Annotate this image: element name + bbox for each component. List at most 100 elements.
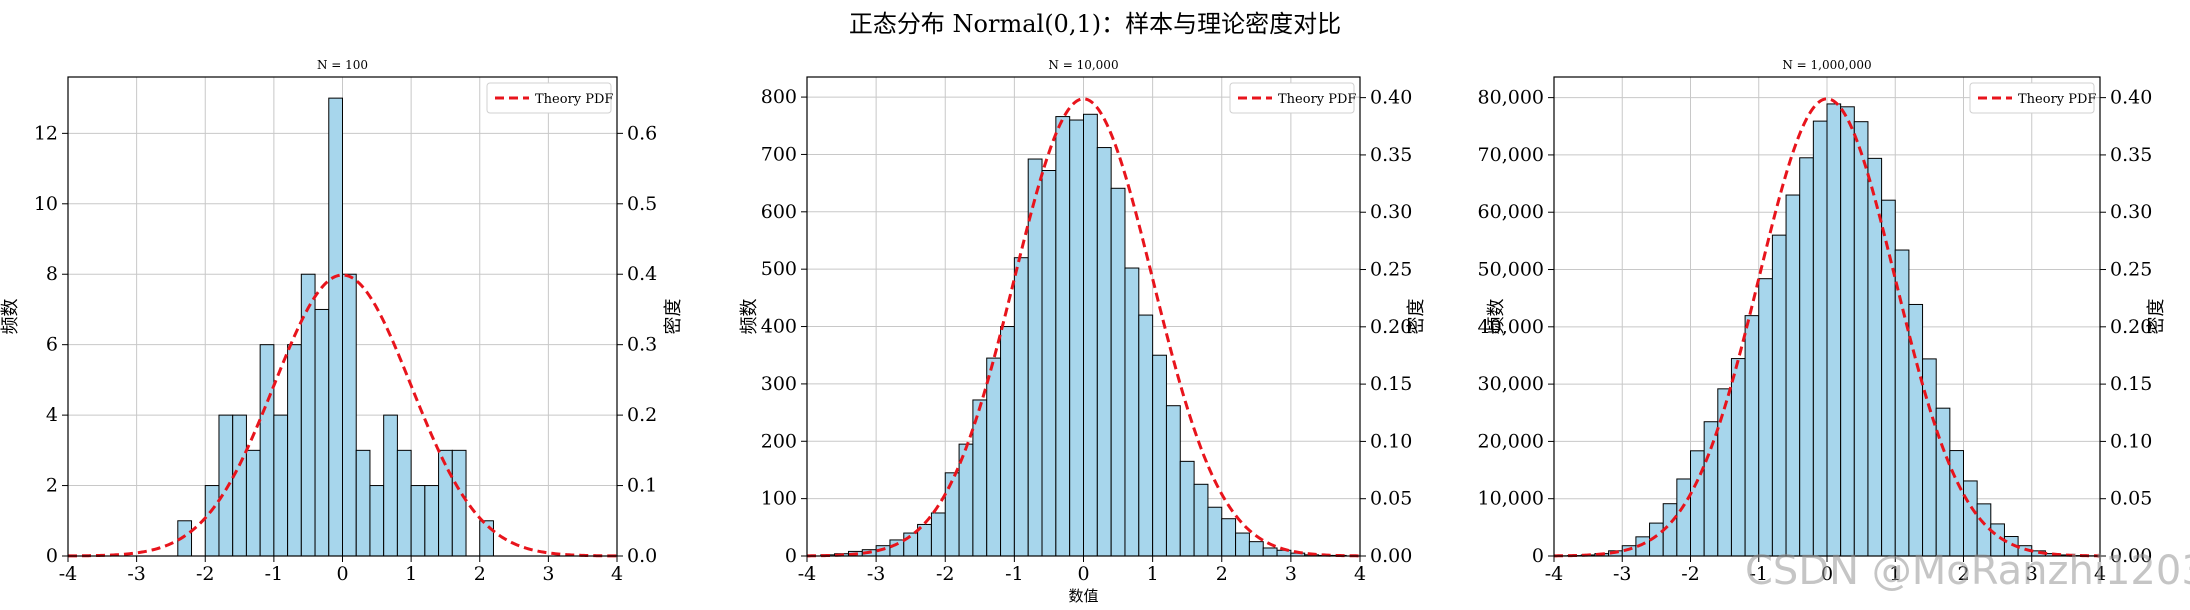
histogram-bar [314,308,330,557]
histogram-bar [1221,518,1237,557]
histogram-bar [1963,480,1978,557]
x-tick-label: 0 [336,563,348,585]
subplot-title: N = 10,000 [1048,58,1118,72]
x-tick-label: -2 [1681,563,1700,585]
histogram-bar [1248,541,1264,557]
x-tick-label: 1 [1147,563,1159,585]
legend-label: Theory PDF [2018,92,2096,107]
histogram-bar [1124,267,1140,557]
chart-panel-1: -4 -3 -2 -1 0 1 2 3 40246810120.00.10.20.30.40.5… [0,58,684,585]
histogram-bar [903,532,919,557]
histogram-bar [451,449,467,557]
histogram-bar [1235,532,1250,557]
x-tick-label: -1 [1749,563,1768,585]
y-axis-label: 频数 [739,299,760,335]
y-right-tick-label: 0.25 [2110,259,2152,281]
histogram-bar [1179,460,1195,557]
histogram-bar [1138,314,1154,557]
y-right-tick-label: 0.00 [1370,545,1412,567]
histogram-bar [930,512,946,557]
y-axis-label: 频数 [1486,299,1507,335]
x-tick-label: -1 [1005,563,1024,585]
histogram-bars [177,97,494,557]
histogram-bar [328,97,343,557]
histogram-bar [273,414,289,557]
y-tick-label: 10,000 [1478,488,1544,510]
histogram-bar [204,485,220,557]
y-tick-label: 4 [46,404,58,426]
histogram-bar [369,485,385,557]
x-tick-label: 3 [542,563,554,585]
y-tick-label: 200 [761,430,797,452]
chart-panel-2: -4 -3 -2 -1 0 1 2 3 4 0 100 200 300 400 500 600 700 800 0.… [739,58,1427,605]
histogram-bar [410,485,426,557]
x-tick-label: -4 [59,563,78,585]
y-tick-label: 20,000 [1478,430,1544,452]
histogram-bar [355,449,371,557]
y-right-tick-label: 0.30 [2110,201,2152,223]
y-right-tick-label: 0.20 [1370,316,1412,338]
histogram-bar [1826,103,1842,557]
histogram-bar [1730,358,1746,557]
y-tick-label: 30,000 [1478,373,1544,395]
y-right-axis-label: 密度 [1406,299,1427,335]
y-tick-label: 70,000 [1478,144,1544,166]
x-tick-label: 3 [2026,563,2038,585]
x-tick-label: -2 [196,563,215,585]
histogram-bar [1193,483,1209,557]
y-right-tick-label: 0.1 [627,475,657,497]
legend-box [1969,82,2095,114]
histogram-bars [1553,103,2101,557]
x-tick-label: 2 [1216,563,1228,585]
histogram-bar [1812,120,1828,557]
y-axis-label: 频数 [0,299,21,335]
y-right-tick-label: 0.3 [627,334,657,356]
y-right-tick-label: 0.00 [2110,545,2152,567]
histogram-bar [944,472,960,557]
grid-lines [806,77,1361,557]
x-tick-label: 0 [1821,563,1833,585]
y-right-axis-label: 密度 [2146,299,2167,335]
y-right-tick-label: 0.40 [1370,87,1412,109]
histogram-bar [1922,358,1937,557]
y-right-tick-label: 0.4 [627,263,657,285]
y-tick-label: 10 [34,193,58,215]
x-tick-label: 1 [405,563,417,585]
histogram-bar [1165,405,1181,557]
subplot-title: N = 1,000,000 [1782,58,1871,72]
x-tick-label: -4 [798,563,817,585]
histogram-bar [232,414,247,557]
histogram-bar [1785,194,1801,557]
y-right-tick-label: 0.10 [2110,430,2152,452]
y-right-tick-label: 0.6 [627,122,657,144]
legend-label: Theory PDF [535,92,613,107]
histogram-bar [1799,157,1814,557]
x-tick-label: -4 [1545,563,1564,585]
histogram-bar [1055,116,1071,557]
y-right-tick-label: 0.05 [1370,488,1412,510]
x-tick-label: 2 [474,563,486,585]
y-tick-label: 60,000 [1478,201,1544,223]
y-tick-label: 800 [761,86,797,108]
histogram-bar [259,344,275,557]
histogram-bar [1041,170,1057,557]
histogram-bar [1758,278,1773,557]
y-tick-label: 2 [46,475,58,497]
histogram-bar [245,449,261,557]
x-tick-label: -3 [127,563,146,585]
histogram-bar [1676,478,1691,557]
y-right-tick-label: 0.15 [1370,373,1412,395]
histogram-bar [1110,187,1126,557]
x-tick-label: -3 [1613,563,1632,585]
x-tick-label: -1 [265,563,284,585]
x-tick-label: 3 [1285,563,1297,585]
y-tick-label: 400 [761,316,797,338]
y-tick-label: 500 [761,258,797,280]
pdf-line [67,273,618,558]
legend-label: Theory PDF [1278,92,1356,107]
histogram-bar [287,344,302,557]
histogram-bar [1013,257,1029,557]
histogram-bar [1771,234,1787,557]
histogram-bar [396,449,412,557]
y-tick-label: 50,000 [1478,259,1544,281]
